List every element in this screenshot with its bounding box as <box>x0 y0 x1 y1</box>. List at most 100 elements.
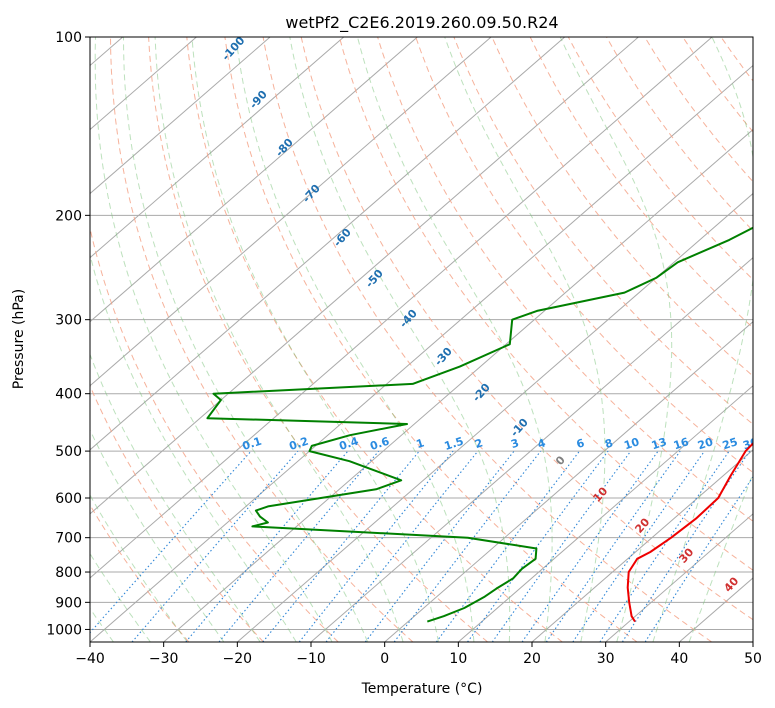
dry-adiabat-label: -30 <box>432 345 455 369</box>
isotherm-10 <box>458 385 753 642</box>
y-axis-label: Pressure (hPa) <box>11 289 27 389</box>
y-tick-label: 900 <box>55 595 82 611</box>
dry-adiabat-label: -90 <box>247 88 270 112</box>
x-tick-label: 20 <box>523 651 541 667</box>
isotherm--80 <box>90 37 492 387</box>
mixing-ratio-label: 0.1 <box>241 435 264 453</box>
dry-adiabat <box>90 503 190 642</box>
dry-adiabat-label: -50 <box>363 267 386 291</box>
chart-title: wetPf2_C2E6.2019.260.09.50.R24 <box>285 13 558 33</box>
moist-adiabat <box>289 37 511 642</box>
plot-area: 0.1 0.2 0.4 0.6 1 1.5 2 3 4 6 8 10 13 16 20 25 30 36-100-… <box>90 37 775 642</box>
dry-adiabat <box>90 384 264 642</box>
moist-adiabat <box>90 429 225 642</box>
x-tick-label: 50 <box>744 651 762 667</box>
moist-adiabat <box>123 37 369 642</box>
diagram-labels: 0.1 0.2 0.4 0.6 1 1.5 2 3 4 6 8 10 13 16 20 25 30 36-100-… <box>219 37 775 595</box>
moist-adiabat <box>191 37 439 642</box>
dry-adiabat-label: 20 <box>632 515 652 535</box>
isotherm--110 <box>90 37 271 195</box>
y-tick-label: 600 <box>55 491 82 507</box>
dry-adiabat <box>720 37 753 82</box>
mixing-ratio-line-6 <box>435 450 580 642</box>
mixing-ratio-label: 0.2 <box>288 435 311 453</box>
isotherm--90 <box>90 37 418 323</box>
y-tick-label: 100 <box>55 30 82 46</box>
moist-adiabat <box>652 37 753 642</box>
mixing-ratio-label: 8 <box>603 436 614 451</box>
isotherm-20 <box>531 449 753 642</box>
dry-adiabat <box>110 37 414 642</box>
mixing-ratio-line-0.4 <box>185 450 349 642</box>
mixing-ratio-label: 0.4 <box>338 434 361 452</box>
dry-adiabat-label: -70 <box>300 182 323 206</box>
mixing-ratio-line-25 <box>599 450 730 642</box>
dry-adiabat-label: 40 <box>721 574 741 594</box>
temperature-line <box>626 442 753 623</box>
mixing-ratio-label: 1 <box>415 436 426 451</box>
dry-adiabat <box>415 37 753 474</box>
mixing-ratio-line-1 <box>262 450 420 642</box>
y-tick-label: 1000 <box>46 622 82 638</box>
mixing-ratio-label: 0.6 <box>368 434 391 452</box>
isotherm-30 <box>605 513 753 642</box>
moist-adiabat <box>90 552 151 642</box>
isotherm--100 <box>90 37 345 259</box>
dry-adiabat-label: -10 <box>508 416 531 440</box>
moist-adiabat <box>90 494 188 642</box>
y-tick-label: 300 <box>55 313 82 329</box>
mixing-ratio-line-2 <box>325 450 479 642</box>
y-tick-label: 400 <box>55 387 82 403</box>
isotherm--40 <box>90 64 753 642</box>
isotherm--50 <box>90 37 713 579</box>
mixing-ratio-line-13 <box>521 450 659 642</box>
moist-adiabat <box>235 37 475 642</box>
mixing-ratio-label: 36 <box>762 435 775 452</box>
mixing-ratio-label: 16 <box>672 435 691 452</box>
x-tick-label: 0 <box>380 651 389 667</box>
mixing-ratio-label: 13 <box>650 435 669 452</box>
isotherm--20 <box>237 192 753 642</box>
isotherm--10 <box>310 256 753 642</box>
moist-adiabat <box>94 37 333 642</box>
dry-adiabat <box>682 37 753 133</box>
moist-adiabat <box>559 37 673 642</box>
mixing-ratio-line-0.1 <box>90 450 252 634</box>
dry-adiabat <box>300 37 753 621</box>
moist-adiabat <box>154 37 404 642</box>
moist-adiabat <box>357 37 553 642</box>
x-axis: −40 −30 −20 −10 0 10 20 30 40 50 <box>75 642 762 667</box>
mixing-ratio-label: 2 <box>473 436 484 451</box>
isotherm--60 <box>90 37 639 515</box>
dry-adiabat-label: 0 <box>553 453 568 468</box>
isotherm-0 <box>384 321 753 642</box>
isotherm--70 <box>90 37 566 451</box>
isotherm-gridlines <box>90 37 753 642</box>
mixing-ratio-label: 10 <box>622 435 641 452</box>
dewpoint-line <box>206 226 753 623</box>
moist-adiabat <box>90 353 261 642</box>
dry-adiabats <box>90 37 753 642</box>
mixing-ratio-label: 4 <box>536 436 548 451</box>
y-axis: 1000 900 800 700 600 500 400 300 200 100 <box>46 30 90 638</box>
moist-adiabat <box>688 472 753 642</box>
y-tick-label: 500 <box>55 444 82 460</box>
mixing-ratio-line-10 <box>491 450 632 642</box>
profile-lines <box>206 226 753 623</box>
mixing-ratio-label: 1.5 <box>443 435 466 453</box>
mixing-ratio-line-16 <box>545 450 681 642</box>
x-axis-label: Temperature (°C) <box>361 681 483 697</box>
isotherm--30 <box>163 128 753 642</box>
dry-adiabat <box>224 37 638 642</box>
dry-adiabat-label: -80 <box>273 136 296 160</box>
moist-adiabat <box>90 252 297 642</box>
x-tick-label: −20 <box>223 651 253 667</box>
y-tick-label: 200 <box>55 208 82 224</box>
moist-adiabat <box>444 37 606 642</box>
dry-adiabat-label: -40 <box>397 307 420 331</box>
dry-adiabat <box>567 37 753 281</box>
dry-adiabat <box>262 37 712 642</box>
dry-adiabat <box>148 37 488 642</box>
mixing-ratio-line-1.5 <box>298 450 454 642</box>
